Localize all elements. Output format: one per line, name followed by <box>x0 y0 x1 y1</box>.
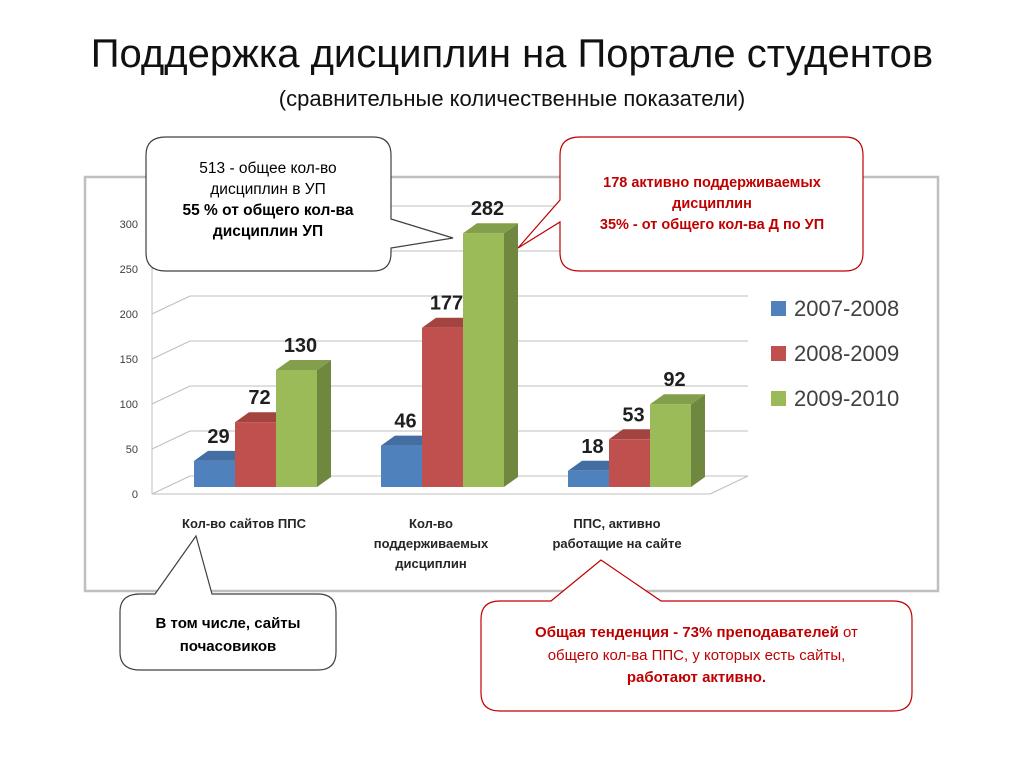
callout-top-left-line4: дисциплин УП <box>212 223 324 240</box>
data-label: 46 <box>394 411 416 433</box>
callout-top-right-line2: дисциплин <box>672 196 752 212</box>
callout-bottom-right-shape <box>480 559 913 712</box>
bar-2007-2008-0 <box>194 460 235 487</box>
slide-title: Поддержка дисциплин на Портале студентов <box>90 32 934 76</box>
callout-top-left-line1: 513 - общее кол-во <box>199 160 337 177</box>
category-label: поддерживаемых <box>374 536 489 551</box>
data-label: 177 <box>430 293 463 315</box>
callout-bottom-left: В том числе, сайты почасовиков <box>122 612 334 658</box>
data-label: 53 <box>622 404 644 426</box>
callout-top-left-line3: 55 % от общего кол-ва <box>182 202 354 219</box>
y-tick-label: 250 <box>120 264 138 276</box>
data-label: 18 <box>581 436 603 458</box>
callout-top-right: 178 активно поддерживаемых дисциплин 35%… <box>564 173 860 236</box>
callout-bottom-left-line2: почасовиков <box>179 638 277 655</box>
callout-bottom-right-line1-rest: от <box>838 624 858 641</box>
y-tick-label: 150 <box>120 354 138 366</box>
bar-side <box>317 360 331 487</box>
callout-top-right-line1: 178 активно поддерживаемых <box>603 175 821 191</box>
data-label: 282 <box>471 198 504 220</box>
y-tick-label: 300 <box>120 219 138 231</box>
gridline-side <box>151 475 191 495</box>
gridline-side <box>151 295 191 315</box>
slide-subtitle: (сравнительные количественные показатели… <box>278 86 746 111</box>
legend-label: 2008-2009 <box>794 341 899 366</box>
legend-label: 2007-2008 <box>794 296 899 321</box>
callout-bottom-right-line1-bold: Общая тенденция - 73% преподавателей <box>535 624 839 641</box>
bar-2008-2009-1 <box>422 327 463 487</box>
y-tick-label: 50 <box>126 444 138 456</box>
callout-top-right-line3: 35% - от общего кол-ва Д по УП <box>599 217 825 233</box>
data-label: 29 <box>207 426 229 448</box>
bar-2008-2009-2 <box>609 439 650 487</box>
legend-label: 2009-2010 <box>794 386 899 411</box>
floor-right-edge <box>709 475 749 495</box>
bar-2008-2009-0 <box>235 422 276 487</box>
bar-top <box>463 223 518 234</box>
legend: 2007-2008 2008-2009 2009-2010 <box>771 296 899 411</box>
bar-side <box>691 394 705 487</box>
legend-swatch <box>771 391 786 406</box>
y-tick-label: 200 <box>120 309 138 321</box>
bar-side <box>504 223 518 487</box>
callout-bottom-left-line1: В том числе, сайты <box>155 615 301 632</box>
bar-top <box>650 394 705 405</box>
gridline-side <box>151 385 191 405</box>
callout-top-left: 513 - общее кол-во дисциплин в УП 55 % о… <box>148 158 388 242</box>
category-label: Кол-во <box>409 516 453 531</box>
callout-bottom-left-shape <box>119 534 337 671</box>
bar-2009-2010-2 <box>650 404 691 487</box>
gridline-side <box>151 340 191 360</box>
callout-bottom-right-line2: общего кол-ва ППС, у которых есть сайты, <box>547 646 846 664</box>
callout-bottom-right-line3: работают активно. <box>626 669 767 686</box>
data-labels: 29 72 130 46 177 282 18 53 92 <box>207 198 685 458</box>
callout-bottom-right-line1: Общая тенденция - 73% преподавателей от <box>484 622 909 645</box>
bar-top <box>276 360 331 370</box>
callout-bottom-right: Общая тенденция - 73% преподавателей от … <box>484 622 909 690</box>
legend-swatch <box>771 301 786 316</box>
callout-top-left-shape <box>145 136 454 272</box>
category-label: ППС, активно <box>573 516 660 531</box>
bar-2009-2010-1 <box>463 233 504 487</box>
bar-2007-2008-1 <box>381 445 422 487</box>
category-labels: Кол-во сайтов ППС Кол-во поддерживаемых дис… <box>182 516 682 571</box>
callout-top-right-shape <box>517 136 864 272</box>
data-label: 92 <box>663 369 685 391</box>
category-label: дисциплин <box>395 556 466 571</box>
data-label: 72 <box>248 387 270 409</box>
y-axis-ticks: 0 50 100 150 200 250 300 <box>120 219 138 501</box>
data-label: 130 <box>284 335 317 357</box>
bars <box>194 223 705 487</box>
legend-swatch <box>771 346 786 361</box>
y-tick-label: 100 <box>120 399 138 411</box>
gridline-side <box>151 430 191 450</box>
y-tick-label: 0 <box>132 489 138 501</box>
bar-2009-2010-0 <box>276 370 317 487</box>
category-label: Кол-во сайтов ППС <box>182 516 307 531</box>
category-label: работащие на сайте <box>552 536 681 551</box>
callout-top-left-line2: дисциплин в УП <box>210 181 326 198</box>
bar-2007-2008-2 <box>568 470 609 487</box>
